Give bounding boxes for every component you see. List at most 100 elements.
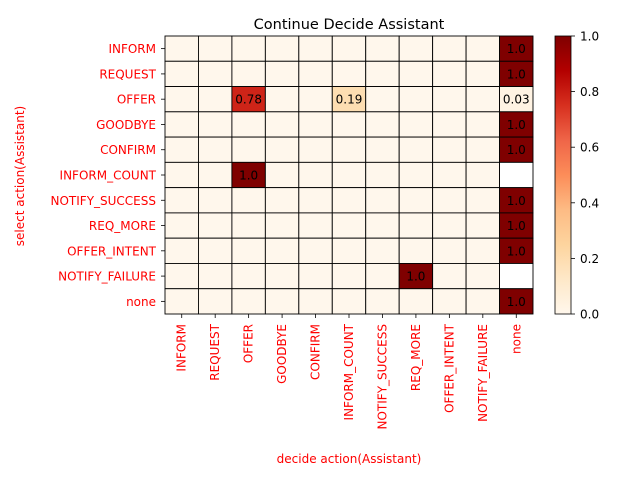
cell-value-label: 1.0 bbox=[507, 194, 526, 208]
heatmap-cell bbox=[264, 237, 300, 264]
cell-value-label: 1.0 bbox=[507, 219, 526, 233]
heatmap-cell bbox=[365, 212, 400, 239]
heatmap-cell bbox=[432, 136, 467, 163]
heatmap-cell bbox=[264, 35, 300, 62]
x-tick-label: REQUEST bbox=[208, 323, 222, 380]
heatmap-cell bbox=[298, 187, 333, 214]
cell-value-label: 0.19 bbox=[336, 93, 363, 107]
heatmap-cell bbox=[365, 161, 400, 189]
heatmap-cell bbox=[264, 212, 300, 239]
cell-value-label: 1.0 bbox=[507, 118, 526, 132]
heatmap-cell bbox=[432, 187, 467, 214]
heatmap-cell bbox=[398, 212, 434, 239]
heatmap-cell bbox=[231, 212, 266, 239]
heatmap-cell bbox=[198, 111, 233, 138]
heatmap-cell bbox=[198, 288, 233, 315]
y-tick-label: OFFER_INTENT bbox=[67, 244, 157, 258]
heatmap-cell bbox=[432, 237, 467, 264]
heatmap-cell bbox=[298, 212, 333, 239]
heatmap-cell bbox=[198, 35, 233, 62]
heatmap-cell bbox=[499, 60, 534, 87]
heatmap-cell bbox=[331, 288, 367, 315]
heatmap-cell bbox=[365, 136, 400, 163]
y-tick-label: none bbox=[126, 295, 156, 309]
heatmap-cell bbox=[264, 161, 300, 189]
heatmap-cell bbox=[465, 111, 500, 138]
heatmap-cell bbox=[198, 86, 233, 113]
heatmap-cell bbox=[331, 60, 367, 87]
heatmap-cell bbox=[331, 212, 367, 239]
cell-annotations: 1.0 1.0 0.78 0.19 0.03 1.0 1.0 1.0 1.0 1.0 1.0 1.0 1… bbox=[235, 42, 529, 309]
heatmap-cell bbox=[365, 111, 400, 138]
y-tick-label: GOODBYE bbox=[96, 118, 156, 132]
heatmap-cell bbox=[231, 111, 266, 138]
heatmap-cell bbox=[264, 136, 300, 163]
heatmap-cell bbox=[398, 136, 434, 163]
heatmap-cell bbox=[365, 86, 400, 113]
heatmap-cell bbox=[198, 136, 233, 163]
colorbar-tick-label: 0.6 bbox=[580, 141, 599, 155]
heatmap-cell bbox=[398, 35, 434, 62]
heatmap-cell bbox=[432, 212, 467, 239]
heatmap-cell bbox=[198, 60, 233, 87]
y-tick-label: NOTIFY_SUCCESS bbox=[51, 194, 157, 208]
heatmap-cell bbox=[331, 35, 367, 62]
heatmap-cell bbox=[298, 288, 333, 315]
heatmap-cell bbox=[198, 161, 233, 189]
colorbar: 0.0 0.2 0.4 0.6 0.8 1.0 bbox=[554, 30, 599, 322]
y-tick-label: REQ_MORE bbox=[89, 219, 156, 233]
heatmap-cell bbox=[398, 263, 434, 290]
x-tick-label: NOTIFY_FAILURE bbox=[476, 324, 490, 422]
heatmap-cell bbox=[231, 35, 266, 62]
heatmap-cell bbox=[432, 288, 467, 315]
heatmap-cell bbox=[465, 212, 500, 239]
heatmap-cell bbox=[398, 187, 434, 214]
cell-value-label: 1.0 bbox=[239, 169, 258, 183]
colorbar-tick-label: 0.4 bbox=[580, 196, 599, 210]
heatmap-cell bbox=[298, 136, 333, 163]
heatmap-cell bbox=[164, 136, 199, 163]
heatmap-cell bbox=[331, 237, 367, 264]
heatmap-cell bbox=[365, 187, 400, 214]
heatmap-cell bbox=[432, 35, 467, 62]
x-tick-label: NOTIFY_SUCCESS bbox=[375, 324, 389, 430]
heatmap-cell bbox=[264, 111, 300, 138]
x-tick-label: GOODBYE bbox=[275, 324, 289, 384]
cell-value-label: 1.0 bbox=[507, 67, 526, 81]
heatmap-cell bbox=[264, 187, 300, 214]
colorbar-tick-label: 0.2 bbox=[580, 252, 599, 266]
y-tick-label: NOTIFY_FAILURE bbox=[58, 270, 156, 284]
heatmap-cell bbox=[164, 35, 199, 62]
y-axis-label: select action(Assistant) bbox=[13, 106, 27, 246]
heatmap-cell bbox=[298, 111, 333, 138]
heatmap-cell bbox=[499, 161, 534, 189]
heatmap-cell bbox=[432, 86, 467, 113]
heatmap-cell bbox=[499, 35, 534, 62]
heatmap-cell bbox=[365, 237, 400, 264]
heatmap-cell bbox=[331, 161, 367, 189]
heatmap-cell bbox=[231, 263, 266, 290]
heatmap-cell bbox=[264, 263, 300, 290]
y-tick-label: INFORM_COUNT bbox=[60, 169, 157, 183]
heatmap-cell bbox=[465, 35, 500, 62]
heatmap-cell bbox=[231, 136, 266, 163]
heatmap-cell bbox=[465, 237, 500, 264]
cell-value-label: 1.0 bbox=[507, 295, 526, 309]
x-axis-label: decide action(Assistant) bbox=[277, 452, 422, 466]
heatmap-cell bbox=[298, 263, 333, 290]
x-tick-label: CONFIRM bbox=[309, 324, 323, 380]
heatmap-cell bbox=[298, 60, 333, 87]
heatmap-cell bbox=[465, 187, 500, 214]
heatmap-cell bbox=[365, 288, 400, 315]
y-tick-label: OFFER bbox=[117, 93, 156, 107]
heatmap-cell bbox=[465, 60, 500, 87]
heatmap-cell bbox=[164, 187, 199, 214]
heatmap-cell bbox=[198, 237, 233, 264]
heatmap-cell bbox=[432, 161, 467, 189]
x-tick-label: INFORM_COUNT bbox=[342, 323, 356, 420]
x-tick-label: none bbox=[509, 324, 523, 354]
cell-value-label: 1.0 bbox=[406, 270, 425, 284]
x-tick-label: OFFER_INTENT bbox=[442, 323, 456, 413]
heatmap-cell bbox=[164, 111, 199, 138]
